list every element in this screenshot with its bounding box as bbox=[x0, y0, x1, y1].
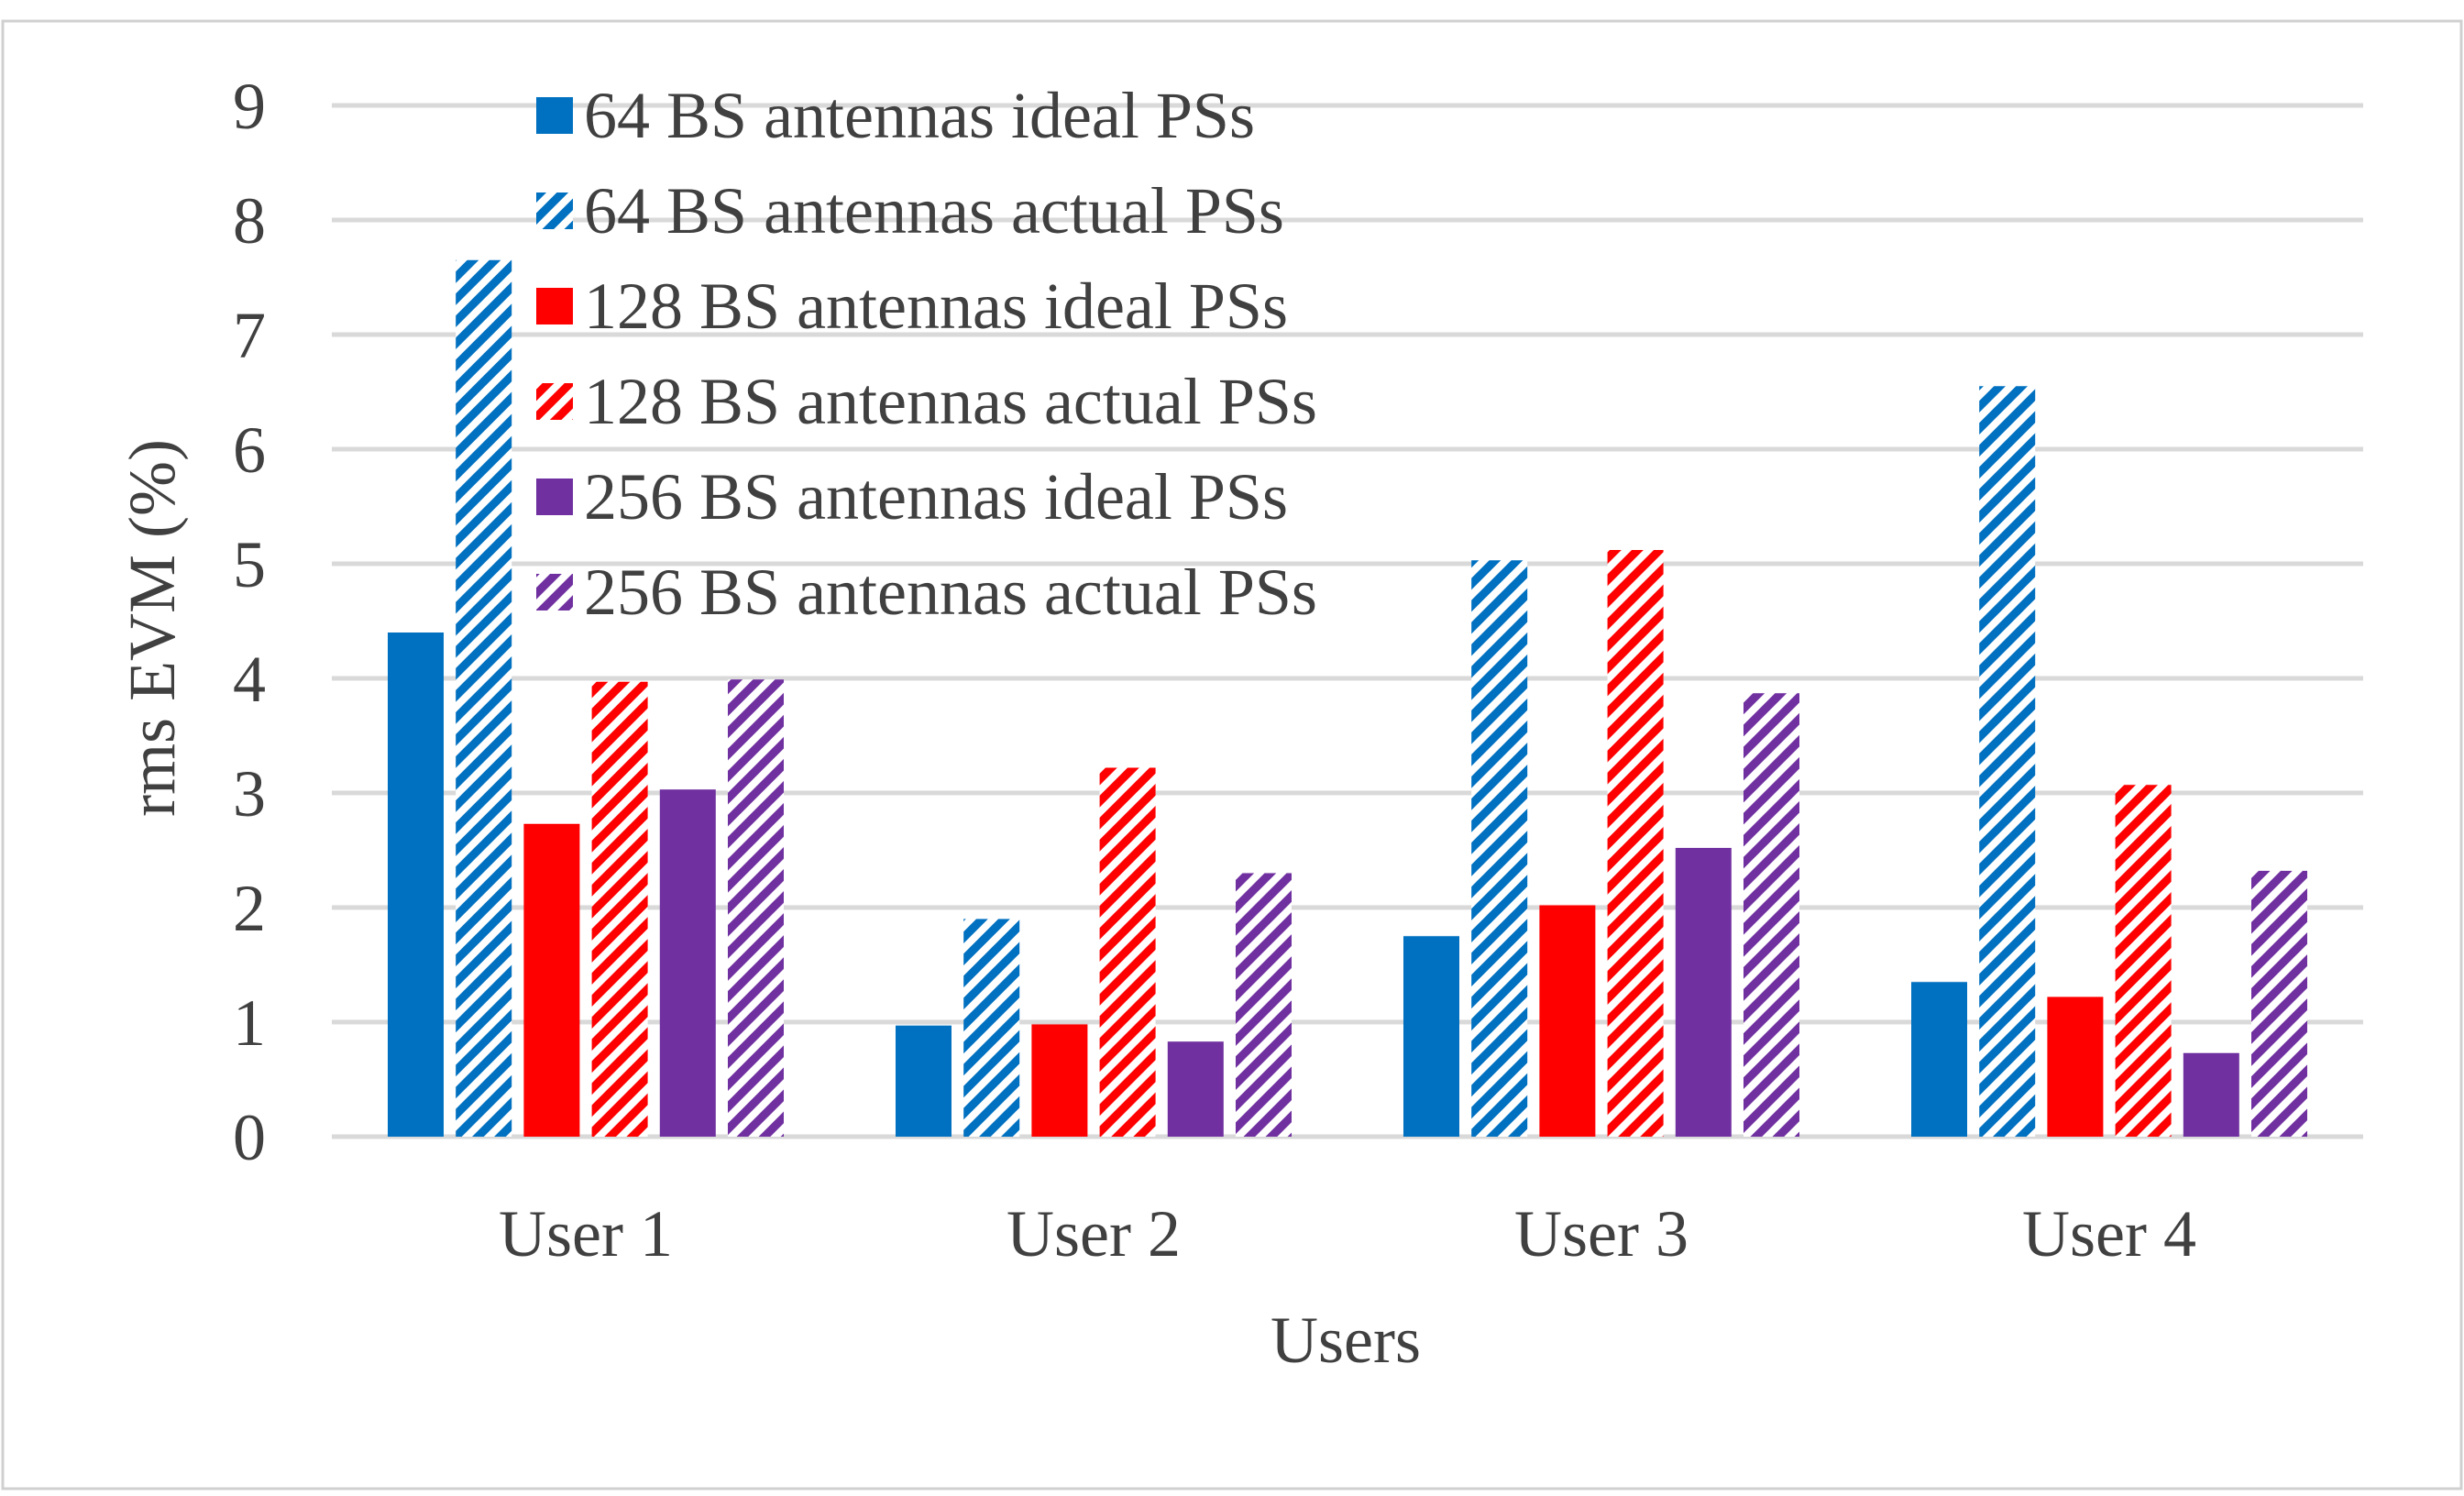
bar-user-4-series-2 bbox=[1979, 386, 2036, 1137]
y-tick-label: 8 bbox=[233, 184, 266, 258]
bar-user-1-series-5 bbox=[659, 789, 716, 1137]
bar-user-2-series-5 bbox=[1167, 1041, 1224, 1137]
bar-user-2-series-6 bbox=[1236, 873, 1292, 1137]
x-tick-label: User 1 bbox=[499, 1197, 673, 1270]
legend-label: 64 BS antennas ideal PSs bbox=[584, 79, 1255, 152]
bar-user-3-series-6 bbox=[1744, 693, 1799, 1137]
y-tick-label: 4 bbox=[233, 643, 266, 716]
bar-user-3-series-2 bbox=[1471, 560, 1528, 1137]
y-tick-label: 9 bbox=[233, 70, 266, 143]
y-tick-label: 2 bbox=[233, 872, 266, 945]
bar-user-4-series-5 bbox=[2183, 1052, 2239, 1137]
bar-user-2-series-1 bbox=[896, 1025, 952, 1137]
legend-label: 256 BS antennas actual PSs bbox=[584, 556, 1317, 629]
bar-user-2-series-4 bbox=[1099, 767, 1156, 1137]
legend-label: 128 BS antennas ideal PSs bbox=[584, 270, 1288, 343]
bar-user-3-series-3 bbox=[1539, 905, 1596, 1137]
legend-label: 256 BS antennas ideal PSs bbox=[584, 460, 1288, 534]
bar-user-2-series-2 bbox=[963, 918, 1020, 1137]
legend-label: 64 BS antennas actual PSs bbox=[584, 174, 1284, 248]
x-tick-label: User 4 bbox=[2022, 1197, 2196, 1270]
x-tick-label: User 3 bbox=[1514, 1197, 1688, 1270]
bar-user-1-series-2 bbox=[456, 259, 512, 1137]
x-axis-ticks: User 1 User 2 User 3 User 4 bbox=[499, 1197, 2196, 1270]
bar-user-4-series-6 bbox=[2251, 871, 2307, 1137]
legend-swatch bbox=[536, 97, 573, 134]
y-tick-label: 7 bbox=[233, 299, 266, 372]
y-tick-label: 0 bbox=[233, 1101, 266, 1174]
bar-user-4-series-4 bbox=[2115, 785, 2172, 1137]
y-tick-label: 3 bbox=[233, 757, 266, 830]
legend-swatch bbox=[536, 383, 573, 420]
bar-user-3-series-5 bbox=[1675, 848, 1732, 1137]
legend-swatch bbox=[536, 478, 573, 515]
y-tick-label: 6 bbox=[233, 413, 266, 487]
legend: 64 BS antennas ideal PSs 64 BS antennas a… bbox=[536, 79, 1317, 629]
bar-user-1-series-6 bbox=[728, 679, 784, 1137]
y-tick-label: 5 bbox=[233, 528, 266, 601]
bar-user-4-series-3 bbox=[2047, 996, 2104, 1137]
bar-user-1-series-3 bbox=[523, 823, 580, 1137]
legend-label: 128 BS antennas actual PSs bbox=[584, 365, 1317, 438]
x-tick-label: User 2 bbox=[1006, 1197, 1181, 1270]
bar-user-2-series-3 bbox=[1031, 1024, 1088, 1137]
y-axis-label: rms EVM (%) bbox=[116, 439, 189, 817]
legend-swatch bbox=[536, 288, 573, 324]
bar-user-3-series-4 bbox=[1607, 550, 1664, 1137]
bar-user-4-series-1 bbox=[1911, 982, 1967, 1137]
y-axis-ticks: 0 1 2 3 4 5 6 7 8 9 bbox=[233, 70, 266, 1174]
bar-user-1-series-1 bbox=[388, 632, 444, 1137]
legend-swatch bbox=[536, 192, 573, 229]
legend-swatch bbox=[536, 574, 573, 610]
x-axis-label: Users bbox=[1270, 1304, 1421, 1377]
bar-user-1-series-4 bbox=[591, 681, 648, 1137]
bar-user-3-series-1 bbox=[1403, 936, 1459, 1137]
bars bbox=[388, 259, 2307, 1137]
y-tick-label: 1 bbox=[233, 986, 266, 1060]
